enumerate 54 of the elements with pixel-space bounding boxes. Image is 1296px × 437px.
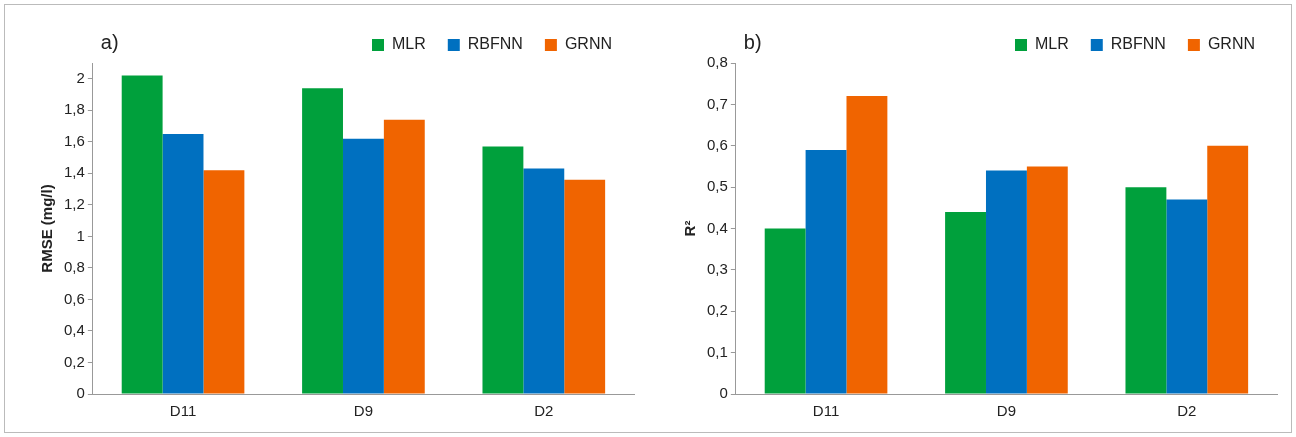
x-tick-label: D2 bbox=[1177, 402, 1197, 420]
y-tick-label: 0,4 bbox=[63, 321, 85, 339]
legend-label: GRNN bbox=[1207, 35, 1255, 53]
bar bbox=[121, 75, 163, 394]
y-axis-title: R² bbox=[681, 220, 699, 237]
y-tick-label: 0,4 bbox=[706, 218, 728, 236]
y-tick-label: 1 bbox=[76, 226, 85, 244]
bar bbox=[162, 133, 204, 394]
y-tick-label: 0,5 bbox=[706, 177, 728, 195]
y-tick-label: 1,4 bbox=[63, 163, 85, 181]
bar bbox=[342, 138, 384, 394]
bar bbox=[764, 228, 806, 394]
y-axis-title: RMSE (mg/l) bbox=[38, 184, 56, 273]
y-tick-label: 0,3 bbox=[706, 260, 728, 278]
x-tick-label: D11 bbox=[812, 402, 840, 420]
chart-title: b) bbox=[743, 30, 762, 53]
legend-label: MLR bbox=[392, 35, 426, 53]
bar bbox=[985, 170, 1027, 394]
legend-label: RBFNN bbox=[1110, 35, 1166, 53]
legend-label: MLR bbox=[1035, 35, 1069, 53]
y-tick-label: 0 bbox=[719, 384, 728, 402]
x-tick-label: D11 bbox=[169, 402, 197, 420]
bar bbox=[1026, 166, 1068, 394]
legend-label: RBFNN bbox=[467, 35, 523, 53]
bar bbox=[1166, 199, 1208, 394]
y-tick-label: 0,6 bbox=[63, 289, 85, 307]
bar bbox=[945, 211, 986, 394]
bar bbox=[523, 168, 565, 394]
bar bbox=[564, 179, 606, 394]
bar bbox=[482, 146, 524, 394]
y-tick-label: 0,8 bbox=[706, 53, 728, 71]
x-tick-label: D2 bbox=[534, 402, 554, 420]
bar bbox=[203, 170, 245, 394]
y-tick-label: 2 bbox=[76, 68, 85, 86]
x-tick-label: D9 bbox=[996, 402, 1017, 420]
y-tick-label: 0,6 bbox=[706, 135, 728, 153]
bar bbox=[846, 96, 888, 394]
y-tick-label: 0,8 bbox=[63, 258, 85, 276]
y-tick-label: 0,2 bbox=[706, 301, 728, 319]
legend-label: GRNN bbox=[564, 35, 612, 53]
bar bbox=[1207, 145, 1249, 394]
y-tick-label: 0,2 bbox=[63, 352, 85, 370]
y-tick-label: 1,8 bbox=[63, 100, 85, 118]
x-tick-label: D9 bbox=[353, 402, 374, 420]
y-tick-label: 0 bbox=[76, 384, 85, 402]
y-tick-label: 1,2 bbox=[63, 195, 85, 212]
bar bbox=[302, 88, 343, 394]
bar bbox=[383, 119, 425, 394]
bar bbox=[805, 149, 847, 394]
y-tick-label: 0,7 bbox=[706, 94, 728, 112]
y-tick-label: 0,1 bbox=[706, 342, 728, 360]
chart-title: a) bbox=[100, 30, 119, 53]
bar bbox=[1125, 187, 1167, 394]
y-tick-label: 1,6 bbox=[63, 131, 85, 149]
